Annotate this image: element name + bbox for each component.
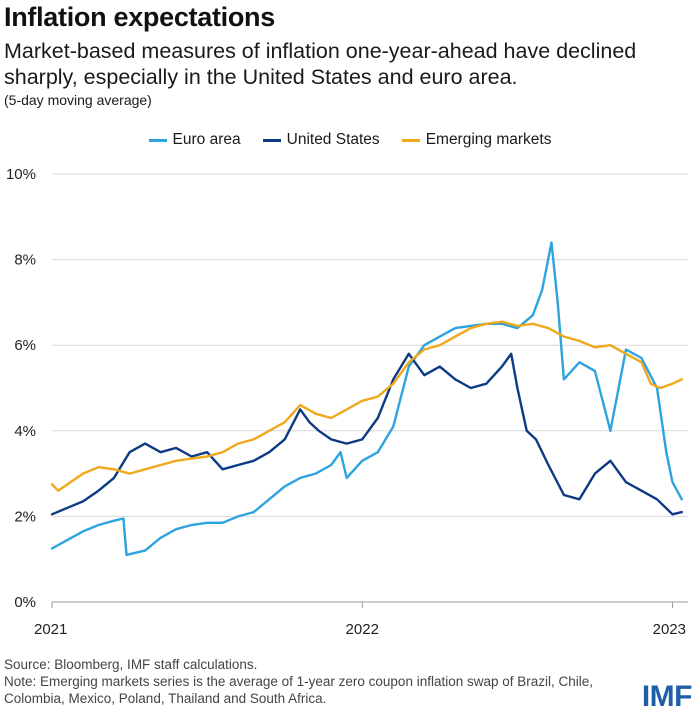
x-tick-label: 2023	[653, 621, 686, 638]
legend-label-emerging-markets: Emerging markets	[425, 131, 552, 148]
legend-swatch-euro-area	[148, 138, 167, 142]
y-tick-label: 0%	[14, 594, 36, 611]
x-tick-label: 2021	[34, 621, 67, 638]
legend-item-united-states: United States	[262, 131, 380, 149]
footnote-text: Note: Emerging markets series is the ave…	[4, 674, 594, 706]
legend-swatch-united-states	[262, 138, 281, 142]
imf-logo: IMF	[641, 680, 693, 713]
legend: Euro area United States Emerging markets	[0, 131, 700, 149]
source-text: Source: Bloomberg, IMF staff calculation…	[4, 657, 258, 672]
x-tick-label: 2022	[346, 621, 379, 638]
line-chart: 0% 2% 4% 6% 8% 10% 2021 2022 2023	[6, 166, 688, 638]
chart-title: Inflation expectations	[4, 2, 275, 32]
chart-note: (5-day moving average)	[4, 92, 152, 108]
y-tick-label: 6%	[14, 337, 36, 354]
legend-label-euro-area: Euro area	[172, 131, 241, 148]
y-tick-label: 8%	[14, 252, 36, 269]
legend-label-united-states: United States	[286, 131, 380, 148]
chart-subtitle: Market-based measures of inflation one-y…	[4, 39, 637, 89]
y-tick-label: 4%	[14, 423, 36, 440]
legend-item-emerging-markets: Emerging markets	[401, 131, 552, 149]
footer: Source: Bloomberg, IMF staff calculation…	[4, 656, 604, 707]
series-line-emerging-markets	[50, 320, 683, 492]
y-tick-label: 10%	[6, 166, 36, 183]
legend-swatch-emerging-markets	[401, 138, 420, 142]
series-line-united-states	[50, 352, 683, 516]
series-line-euro-area	[50, 241, 683, 557]
y-tick-label: 2%	[14, 508, 36, 525]
legend-item-euro-area: Euro area	[148, 131, 241, 149]
